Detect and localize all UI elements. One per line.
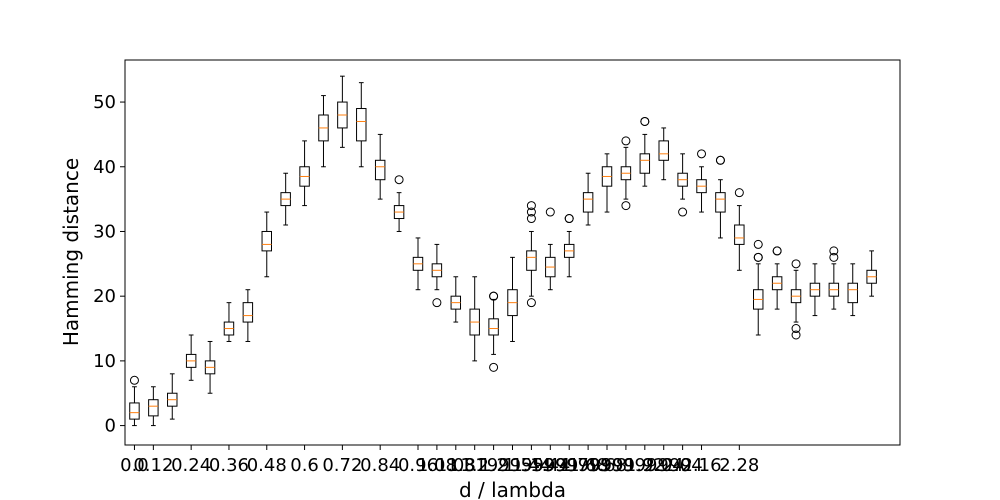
box-33 [735,189,744,271]
x-tick-label: 0.84 [360,455,400,476]
outlier-point [490,363,498,371]
x-tick-label: 0.6 [290,455,319,476]
box-37 [810,264,819,316]
box-39 [848,264,857,316]
outlier-point [641,117,649,125]
outlier-point [565,215,573,223]
outlier-point [754,240,762,248]
outlier-point [773,247,781,255]
y-tick-label: 50 [93,92,116,113]
axes-frame [125,60,900,445]
box-14 [375,134,384,199]
box-24 [564,215,573,277]
box-35 [772,247,781,309]
outlier-point [546,208,554,216]
box-3 [168,374,177,419]
y-tick-label: 20 [93,286,116,307]
box-2 [149,387,158,426]
box-7 [243,290,252,342]
box-25 [583,173,592,225]
y-tick-label: 10 [93,351,116,372]
y-axis-ticks: 0 10 20 30 40 50 [93,92,125,437]
outlier-point [395,176,403,184]
box-20 [489,292,498,371]
x-tick-label: 2.28 [719,455,759,476]
box-1 [130,376,139,425]
box-38 [829,247,838,309]
box-15 [394,176,403,232]
box-21 [508,257,517,341]
box-body [735,225,744,244]
box-8 [262,212,271,277]
box-body [583,193,592,212]
box-36 [791,260,800,339]
y-tick-label: 30 [93,221,116,242]
box-5 [205,341,214,393]
x-tick-label: 0.72 [322,455,362,476]
outlier-point [792,260,800,268]
outlier-point [754,253,762,261]
x-tick-label: 0.24 [171,455,211,476]
box-28 [640,117,649,186]
x-tick-label: 0.12 [133,455,173,476]
box-body [659,141,668,160]
box-17 [432,244,441,306]
box-body [848,283,857,302]
box-34 [754,240,763,335]
x-axis-ticks: 0.00.120.240.360.48 0.6 0.720.840.961.081.… [120,445,759,476]
box-12 [338,76,347,147]
box-13 [357,83,366,167]
outlier-point [527,299,535,307]
y-tick-label: 0 [105,416,116,437]
box-31 [697,150,706,212]
box-16 [413,238,422,290]
box-19 [470,277,479,361]
plot-area [130,76,877,425]
box-10 [300,141,309,206]
x-axis-label: d / lambda [459,478,566,500]
y-tick-label: 40 [93,157,116,178]
box-22 [527,202,536,307]
box-40 [867,251,876,296]
x-tick-label: 0.48 [247,455,287,476]
box-11 [319,96,328,167]
box-body [640,154,649,173]
outlier-point [735,189,743,197]
box-body [130,403,139,419]
box-27 [621,137,630,210]
outlier-point [716,156,724,164]
box-body [357,109,366,141]
x-tick-label: 0.36 [209,455,249,476]
box-26 [602,154,611,212]
box-18 [451,277,460,322]
box-23 [546,208,555,290]
outlier-point [622,202,630,210]
box-32 [716,156,725,238]
box-4 [186,335,195,380]
outlier-point [433,299,441,307]
outlier-point [622,137,630,145]
x-tick-label: 2.16 [681,455,721,476]
box-6 [224,303,233,342]
box-body [243,303,252,322]
y-axis-label: Hamming distance [59,158,83,346]
box-body [489,319,498,335]
outlier-point [130,376,138,384]
box-body [262,231,271,250]
box-body [149,400,158,416]
box-body [375,160,384,179]
outlier-point [698,150,706,158]
box-30 [678,154,687,216]
box-body [716,193,725,212]
box-9 [281,173,290,225]
outlier-point [679,208,687,216]
box-body [527,251,536,270]
box-29 [659,128,668,180]
